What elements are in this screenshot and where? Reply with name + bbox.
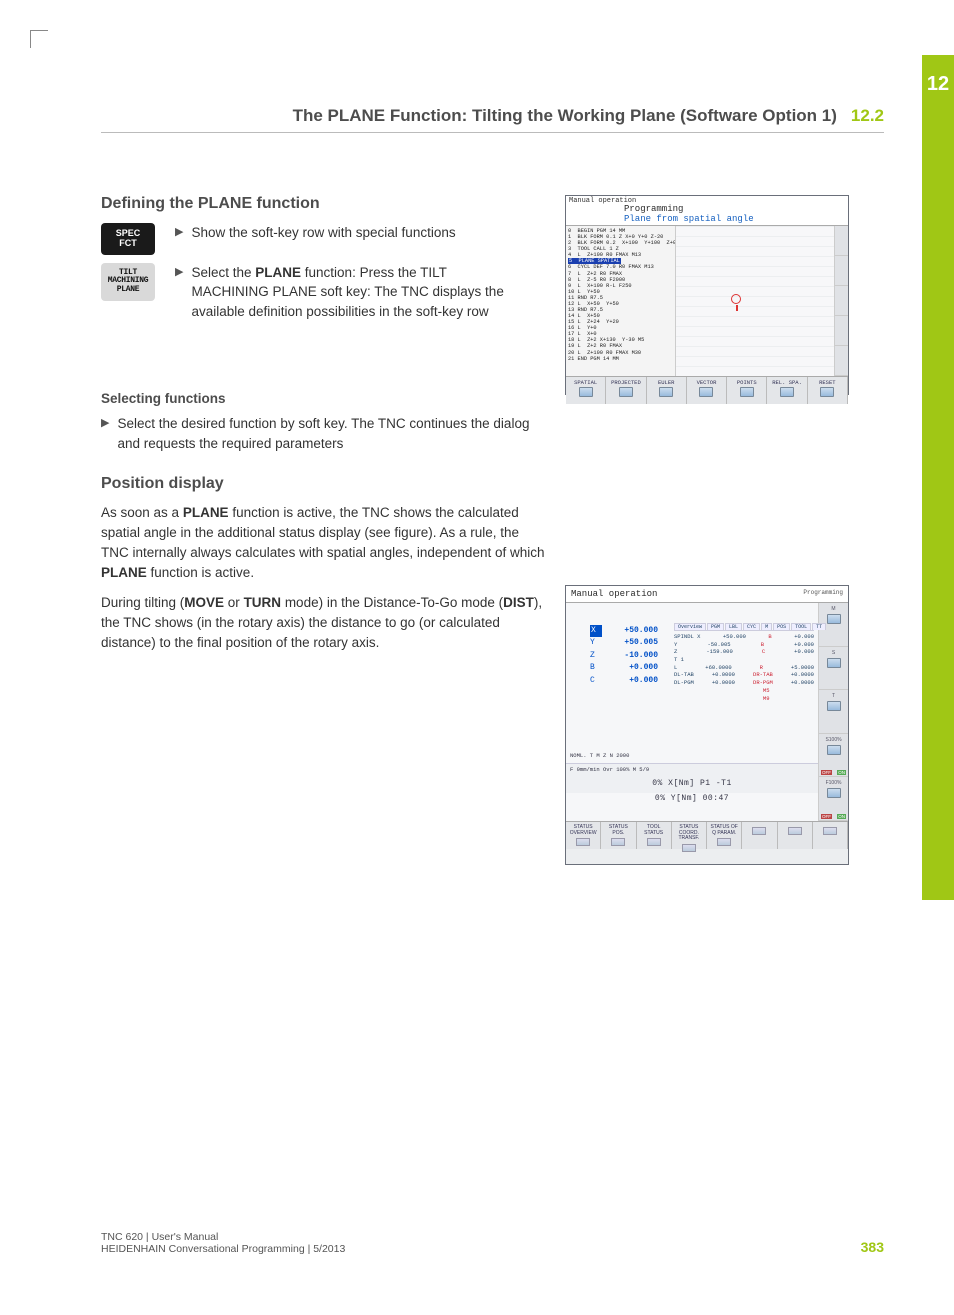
page-footer: TNC 620 | User's Manual HEIDENHAIN Conve… (101, 1231, 884, 1255)
ss2-sidebar: MSTS100%OFFONF100%OFFON (818, 603, 848, 821)
ss1-sidebar (834, 226, 848, 376)
ss2-status-panel: OverviewPGMLBLCYCMPOSTOOLTT SPINDL X+50.… (674, 623, 814, 702)
screenshot-manual-operation: Manual operation Programming X+50.000Y+5… (565, 585, 849, 865)
ss1-subtitle: Plane from spatial angle (569, 214, 845, 224)
softkey: REL. SPA. (767, 377, 807, 404)
softkey: RESET (808, 377, 848, 404)
softkey: STATUSPOS. (601, 822, 636, 849)
softkey: TOOLSTATUS (637, 822, 672, 849)
softkey: PROJECTED (606, 377, 646, 404)
chapter-tab: 12 (922, 55, 954, 900)
selecting-text: Select the desired function by soft key.… (117, 414, 547, 453)
softkey: STATUSOVERVIEW (566, 822, 601, 849)
ss2-softkey-row: STATUSOVERVIEWSTATUSPOS.TOOLSTATUSSTATUS… (566, 821, 848, 849)
footer-text: TNC 620 | User's Manual HEIDENHAIN Conve… (101, 1231, 345, 1255)
header-section: 12.2 (851, 106, 884, 126)
softkey: POINTS (727, 377, 767, 404)
page: 12 The PLANE Function: Tilting the Worki… (0, 0, 954, 1315)
ss2-bottom-strip: F 0mm/min Ovr 100% M 5/9 0% X[Nm] P1 -T1… (566, 763, 818, 793)
softkey: EULER (647, 377, 687, 404)
heading-position-display: Position display (101, 475, 884, 493)
side-button: S100%OFFON (819, 734, 848, 778)
softkey (813, 822, 848, 849)
softkey: STATUSCOORD.TRANSF. (672, 822, 707, 849)
softkey: SPATIAL (566, 377, 606, 404)
crop-mark (30, 30, 48, 48)
tilt-plane-softkey: TILT MACHINING PLANE (101, 263, 155, 301)
ss1-title: Programming (569, 204, 845, 214)
page-number: 383 (861, 1239, 884, 1255)
content: Defining the PLANE function SPEC FCT ▶ S… (101, 195, 884, 663)
bullet-icon: ▶ (175, 225, 183, 245)
chapter-number: 12 (922, 73, 954, 96)
softkey: VECTOR (687, 377, 727, 404)
page-header: The PLANE Function: Tilting the Working … (101, 106, 884, 133)
ss2-title: Manual operation (571, 589, 657, 599)
bullet-icon: ▶ (175, 265, 183, 324)
ss1-nc-code: 0 BEGIN PGM 14 MM 1 BLK FORM 0.1 Z X+0 Y… (566, 226, 676, 376)
ss2-right-mode: Programming (803, 589, 843, 599)
origin-marker-icon (731, 294, 741, 304)
bullet-text: Show the soft-key row with special funct… (191, 223, 455, 243)
ss1-softkey-row: SPATIALPROJECTEDEULERVECTORPOINTSREL. SP… (566, 376, 848, 404)
softkey (778, 822, 813, 849)
header-title: The PLANE Function: Tilting the Working … (293, 106, 837, 126)
ss1-graphic (676, 226, 834, 376)
side-button: T (819, 690, 848, 734)
bullet-icon: ▶ (101, 416, 109, 455)
softkey (742, 822, 777, 849)
ss2-axis-readout: X+50.000Y+50.005Z-10.000B+0.000C+0.000 (590, 625, 658, 687)
side-button: S (819, 647, 848, 691)
side-button: F100%OFFON (819, 777, 848, 821)
ss2-nominal-line: NOML. T M Z N 2000 (570, 752, 629, 759)
side-button: M (819, 603, 848, 647)
softkey: STATUS OFQ PARAM. (707, 822, 742, 849)
bullet-text: Select the PLANE function: Press the TIL… (191, 263, 520, 322)
spec-fct-key: SPEC FCT (101, 223, 155, 255)
position-para-1: As soon as a PLANE function is active, t… (101, 503, 549, 583)
position-para-2: During tilting (MOVE or TURN mode) in th… (101, 593, 549, 653)
screenshot-programming: Manual operation Programming Plane from … (565, 195, 849, 395)
